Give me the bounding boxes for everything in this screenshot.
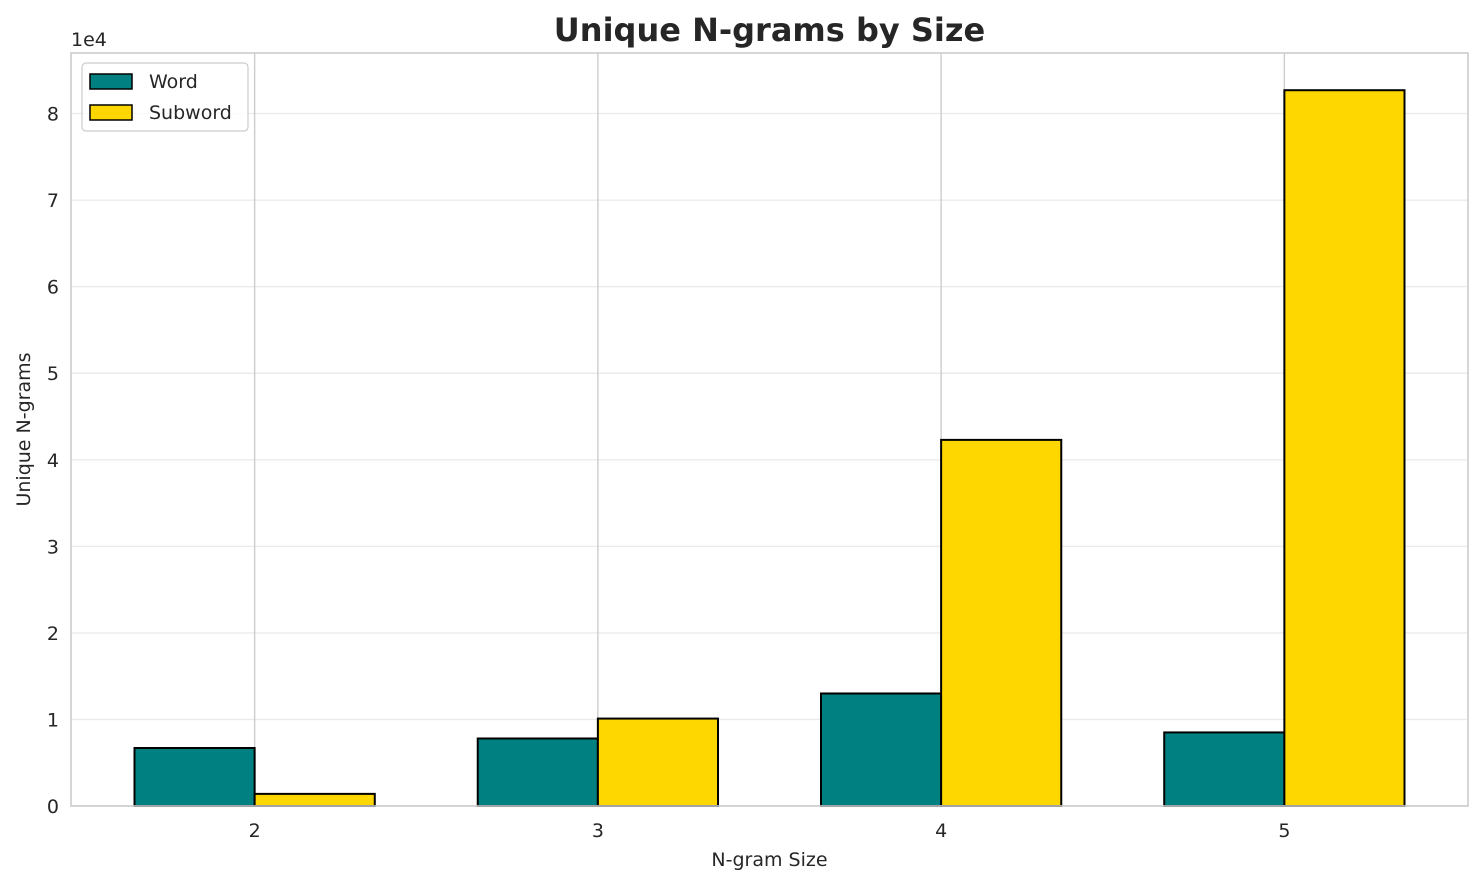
chart-title: Unique N-grams by Size <box>554 11 985 49</box>
x-tick-label: 4 <box>935 820 947 842</box>
bar-subword <box>596 717 720 808</box>
legend-swatch-subword <box>89 104 133 121</box>
plot-frame <box>70 52 1469 807</box>
y-ticks: 0 1 2 3 4 5 6 7 8 <box>47 104 59 818</box>
y-tick-label: 8 <box>47 104 59 126</box>
grid-lines <box>71 53 1468 807</box>
x-tick-label: 3 <box>592 820 604 842</box>
legend-label-word: Word <box>149 71 198 93</box>
y-axis-label: Unique N-grams <box>13 352 35 506</box>
bar-word <box>133 747 256 807</box>
bar-word <box>1163 731 1286 807</box>
y-tick-label: 0 <box>47 796 59 818</box>
bars <box>133 89 1406 808</box>
legend: Word Subword <box>81 62 249 132</box>
bar-word <box>476 737 599 808</box>
legend-label-subword: Subword <box>149 102 232 124</box>
bar-word <box>819 692 943 808</box>
y-tick-label: 1 <box>47 709 59 731</box>
x-axis-label: N-gram Size <box>711 849 827 871</box>
bar-subword <box>253 792 376 807</box>
x-tick-label: 2 <box>249 820 261 842</box>
bar-subword <box>940 438 1063 807</box>
y-tick-label: 2 <box>47 623 59 645</box>
y-axis-offset-text: 1e4 <box>71 29 107 51</box>
x-ticks: 2 3 4 5 <box>249 820 1291 842</box>
y-tick-label: 7 <box>47 190 59 212</box>
y-tick-label: 6 <box>47 277 59 299</box>
legend-swatch-word <box>89 73 133 90</box>
y-tick-label: 4 <box>47 450 59 472</box>
bar-subword <box>1283 89 1406 808</box>
y-tick-label: 5 <box>47 363 59 385</box>
y-tick-label: 3 <box>47 536 59 558</box>
x-tick-label: 5 <box>1278 820 1290 842</box>
